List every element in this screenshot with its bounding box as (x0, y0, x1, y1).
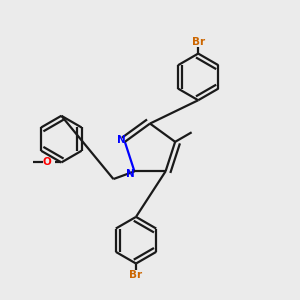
Text: O: O (42, 158, 51, 167)
Text: N: N (126, 169, 134, 179)
Text: N: N (117, 135, 125, 145)
Text: Br: Br (129, 270, 142, 280)
Text: Br: Br (192, 37, 205, 47)
